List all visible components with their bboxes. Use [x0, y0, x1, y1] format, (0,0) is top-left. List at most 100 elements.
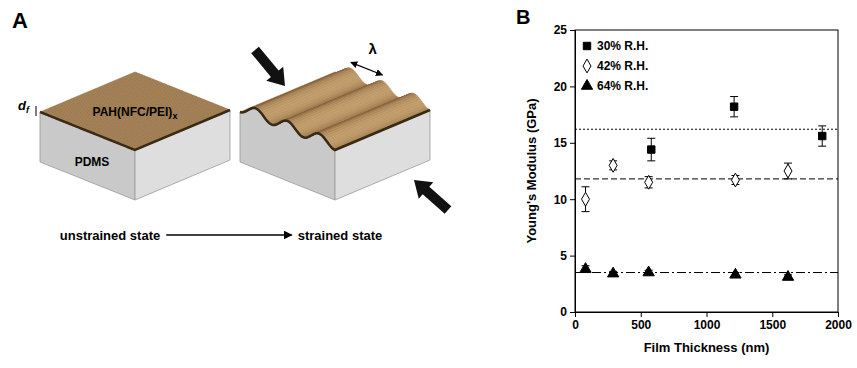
y-tick-label: 5 [560, 249, 567, 263]
point [609, 158, 617, 172]
error-bar-cap [647, 160, 655, 161]
x-tick-label: 0 [572, 318, 579, 332]
y-tick-mark [570, 256, 575, 257]
error-bar [582, 187, 590, 212]
x-tick-label: 1000 [694, 318, 721, 332]
point [782, 271, 793, 281]
plot-frame [575, 30, 838, 312]
y-tick-label: 10 [554, 193, 568, 207]
legend-label: 30% R.H. [597, 39, 648, 53]
x-tick-label: 500 [631, 318, 651, 332]
compression-arrow [251, 47, 285, 86]
error-bar [784, 163, 792, 179]
substrate-label: PDMS [75, 155, 110, 169]
x-tick: 2000 [825, 312, 852, 332]
panel-label: A [12, 8, 28, 33]
legend-label: 64% R.H. [597, 79, 648, 93]
point [731, 173, 739, 187]
legend-marker [583, 42, 590, 49]
thickness-label: df [18, 98, 30, 115]
figure: A Bdf PAH(NFC/PEI)x PDMS λ unstrained state st… [0, 0, 857, 368]
x-tick: 500 [631, 312, 651, 332]
x-axis: 0 500 1000 1500 2000 [572, 312, 852, 332]
point [643, 266, 654, 276]
x-tick-label: 2000 [825, 318, 852, 332]
point [648, 146, 655, 153]
legend-marker [581, 79, 592, 89]
error-bar [818, 126, 826, 146]
mean-line [575, 129, 838, 130]
film-label-main: PAH(NFC/PEI) [93, 105, 173, 119]
series [580, 263, 794, 281]
mean-line [575, 178, 838, 179]
x-tick-mark [838, 312, 839, 317]
point [819, 132, 826, 139]
x-axis-title: Film Thickness (nm) [644, 340, 770, 355]
y-tick: 0 [560, 305, 575, 319]
point [608, 267, 619, 277]
y-tick: 15 [554, 136, 575, 150]
y-tick-label: 25 [554, 23, 568, 37]
error-bar-cap [818, 125, 826, 126]
error-bar [647, 138, 655, 161]
point [730, 103, 737, 110]
film-edge [240, 108, 430, 150]
process-arrow [166, 234, 292, 236]
legend-label: 42% R.H. [597, 59, 648, 73]
chart: 0 500 1000 1500 2000 0 5 10 15 20 25 Film Thickness… [524, 23, 852, 355]
legend-marker [583, 59, 591, 73]
point [580, 263, 591, 273]
point [645, 175, 653, 189]
point [730, 268, 741, 278]
thickness-marker [36, 106, 37, 116]
x-tick-mark [641, 312, 642, 317]
error-bar [730, 97, 738, 117]
y-tick: 20 [554, 80, 575, 94]
slab [240, 68, 430, 200]
film-label-sub: x [172, 111, 177, 121]
legend: 30% R.H. 42% R.H. 64% R.H. [581, 39, 648, 93]
y-tick-mark [570, 143, 575, 144]
x-tick: 0 [572, 312, 579, 332]
data [575, 97, 838, 281]
error-bar-cap [730, 96, 738, 97]
y-tick-mark [570, 199, 575, 200]
wavelength-label: λ [368, 40, 377, 57]
film-surface [332, 108, 429, 149]
film-surface [327, 102, 424, 144]
series [647, 97, 826, 161]
x-tick-mark [772, 312, 773, 317]
point [784, 164, 792, 178]
y-tick-label: 0 [560, 305, 567, 319]
compression-arrow [414, 180, 451, 214]
x-tick-label: 1500 [759, 318, 786, 332]
y-axis-title: Young's Modulus (GPa) [524, 98, 539, 243]
y-tick-label: 20 [554, 80, 568, 94]
state-label: strained state [298, 228, 383, 243]
film-label: PAH(NFC/PEI)x [93, 105, 178, 121]
y-tick-mark [570, 30, 575, 31]
x-axis-line [576, 313, 839, 318]
y-axis-line [570, 31, 576, 313]
panel-label: B [516, 6, 530, 28]
film-surface [329, 104, 426, 146]
y-tick-label: 15 [554, 136, 568, 150]
wavelength-marker [351, 62, 383, 75]
y-tick: 25 [554, 23, 575, 37]
diagram: df PAH(NFC/PEI)x PDMS λ unstrained state stra… [18, 40, 451, 243]
state-label: unstrained state [60, 228, 160, 243]
error-bar-cap [818, 146, 826, 147]
error-bar-cap [582, 211, 590, 212]
x-tick: 1000 [694, 312, 721, 332]
x-tick-mark [707, 312, 708, 317]
point [582, 192, 590, 206]
series [582, 158, 793, 211]
error-bar-cap [730, 116, 738, 117]
x-tick: 1500 [759, 312, 786, 332]
error-bar-cap [647, 138, 655, 139]
y-tick: 5 [560, 249, 575, 263]
y-tick-mark [570, 312, 575, 313]
y-tick-mark [570, 86, 575, 87]
y-tick: 10 [554, 193, 575, 207]
y-axis: 0 5 10 15 20 25 [554, 23, 576, 319]
